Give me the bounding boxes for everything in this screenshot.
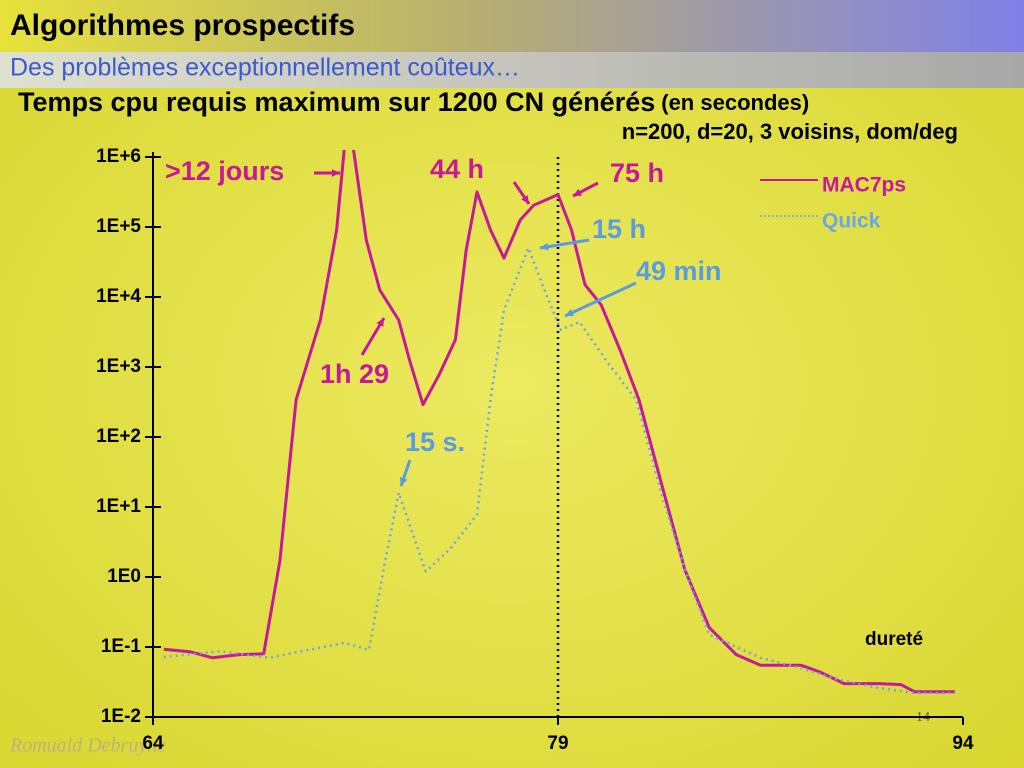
chart-title-main: Temps cpu requis maximum sur 1200 CN gén… xyxy=(18,87,655,117)
legend-label: MAC7ps xyxy=(822,174,906,197)
y-tick-label: 1E-2 xyxy=(101,706,141,727)
annotation-arrow xyxy=(564,281,637,318)
annotation-arrowhead xyxy=(573,188,582,196)
annotation-arrowhead xyxy=(521,195,529,204)
x-axis-label: dureté xyxy=(865,629,923,650)
y-tick-label: 1E+1 xyxy=(96,496,141,517)
x-tick-label: 94 xyxy=(952,733,974,754)
slide-subtitle: Des problèmes exceptionnellement coûteux… xyxy=(10,54,520,82)
series-line xyxy=(163,150,955,694)
annotation-arrowhead xyxy=(540,242,549,251)
series-line xyxy=(163,246,955,695)
annotation: 1h 29 xyxy=(320,359,389,389)
author: Romuald Debruyne xyxy=(9,735,166,757)
annotation-arrowhead xyxy=(399,477,408,486)
annotation: 75 h xyxy=(610,158,664,188)
annotation-arrowhead xyxy=(376,318,384,327)
slide-title: Algorithmes prospectifs xyxy=(10,9,355,42)
x-tick-label: 64 xyxy=(142,733,164,754)
legend-label: Quick xyxy=(822,210,881,233)
annotation: 15 s. xyxy=(405,427,465,457)
annotation: 15 h xyxy=(592,214,646,244)
annotation-arrow xyxy=(539,238,590,250)
chart-subtitle: n=200, d=20, 3 voisins, dom/deg xyxy=(622,119,958,144)
y-tick-label: 1E+5 xyxy=(96,216,141,237)
x-tick-label: 79 xyxy=(547,733,568,754)
annotation: 44 h xyxy=(430,154,484,184)
plot-area xyxy=(163,150,955,695)
chart-title: Temps cpu requis maximum sur 1200 CN gén… xyxy=(18,87,809,117)
y-tick-label: 1E+6 xyxy=(96,146,141,167)
y-tick-label: 1E+4 xyxy=(96,286,141,307)
chart-title-suffix: (en secondes) xyxy=(661,90,809,115)
title-band xyxy=(0,0,1024,52)
annotation: 49 min xyxy=(636,256,722,286)
y-tick-label: 1E0 xyxy=(107,566,141,587)
y-tick-label: 1E-1 xyxy=(101,636,142,657)
annotation-arrowhead xyxy=(565,309,574,317)
annotation-arrowhead xyxy=(331,169,340,177)
subtitle-band xyxy=(0,52,1024,88)
y-tick-label: 1E+3 xyxy=(96,356,141,377)
y-tick-label: 1E+2 xyxy=(96,426,141,447)
annotation: >12 jours xyxy=(165,156,284,186)
